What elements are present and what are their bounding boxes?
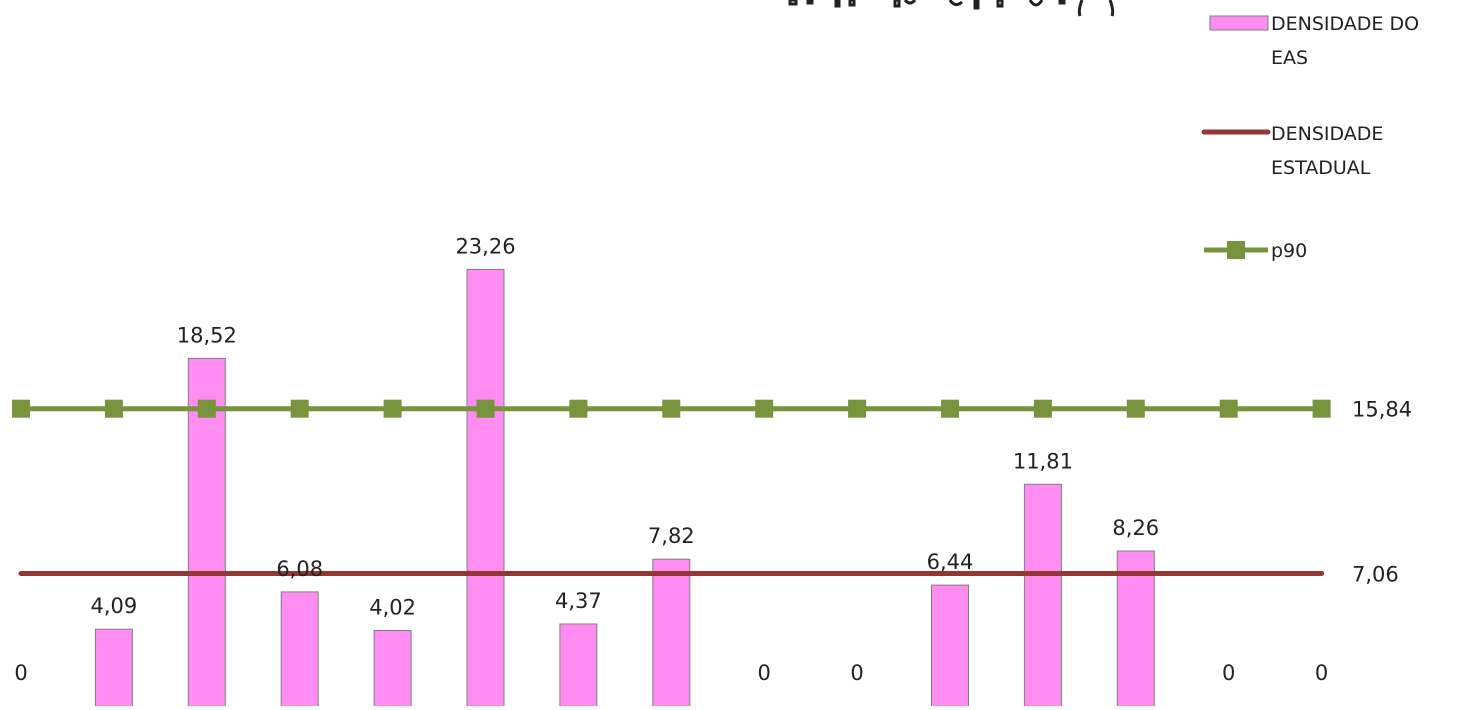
p90-marker-6 — [569, 399, 588, 418]
bar-1 — [94, 628, 133, 709]
bar-value-label-2: 18,52 — [177, 323, 237, 347]
bar-5 — [466, 268, 505, 709]
bar-6 — [559, 623, 598, 709]
bar-value-label-0: 0 — [14, 661, 27, 685]
bar-4 — [373, 630, 412, 709]
bar-value-label-10: 6,44 — [927, 550, 974, 574]
p90-marker-10 — [941, 399, 959, 418]
legend-entry-densidade-estadual: DENSIDADE ESTADUAL — [1201, 123, 1383, 179]
bar-value-label-8: 0 — [758, 661, 771, 685]
p90-marker-8 — [755, 399, 774, 418]
p90-marker-13 — [1219, 399, 1238, 418]
bar-value-label-11: 11,81 — [1013, 449, 1073, 473]
legend-label-p90: p90 — [1271, 240, 1307, 262]
cropped-title-descenders — [788, 0, 1115, 17]
bar-11 — [1023, 483, 1062, 709]
bar-value-label-3: 6,08 — [276, 557, 323, 581]
bar-value-label-14: 0 — [1315, 661, 1328, 685]
p90-value-label: 15,84 — [1352, 398, 1412, 422]
bar-12 — [1116, 550, 1155, 709]
p90-marker-5 — [476, 399, 495, 418]
legend-label-densidade-eas-line2: EAS — [1271, 47, 1308, 69]
reference-lines-layer — [12, 399, 1331, 576]
bar-value-label-5: 23,26 — [455, 234, 515, 258]
p90-marker-0 — [12, 399, 30, 418]
bars-layer — [94, 268, 1155, 709]
bar-3 — [280, 591, 319, 709]
p90-marker-12 — [1126, 399, 1145, 418]
p90-marker-11 — [1033, 399, 1052, 418]
bar-value-label-9: 0 — [850, 661, 863, 685]
p90-marker-3 — [290, 399, 309, 418]
cropped-title-fragment — [788, 0, 1115, 17]
legend: DENSIDADE DO EAS DENSIDADE ESTADUAL p90 — [1201, 13, 1419, 262]
bar-value-label-6: 4,37 — [555, 589, 602, 613]
bar-7 — [652, 558, 691, 709]
legend-swatch-bar — [1209, 15, 1269, 31]
bar-value-label-12: 8,26 — [1112, 516, 1159, 540]
legend-entry-densidade-eas: DENSIDADE DO EAS — [1209, 13, 1419, 69]
legend-entry-p90: p90 — [1204, 240, 1307, 262]
p90-marker-9 — [848, 399, 867, 418]
legend-swatch-p90-marker — [1227, 241, 1245, 259]
p90-marker-2 — [197, 399, 216, 418]
densidade-estadual-value-label: 7,06 — [1352, 563, 1399, 587]
legend-label-densidade-estadual-line1: DENSIDADE — [1271, 123, 1383, 145]
legend-label-densidade-eas-line1: DENSIDADE DO — [1271, 13, 1419, 35]
bar-value-label-1: 4,09 — [91, 594, 138, 618]
bar-value-label-7: 7,82 — [648, 524, 695, 548]
bar-value-label-13: 0 — [1222, 661, 1235, 685]
legend-label-densidade-estadual-line2: ESTADUAL — [1271, 157, 1371, 179]
p90-marker-4 — [383, 399, 402, 418]
p90-marker-14 — [1312, 399, 1331, 418]
data-labels-layer: 0 4,09 18,52 6,08 4,02 23,26 4,37 7,82 0 0 6,44 11,… — [14, 234, 1412, 685]
bar-10 — [931, 584, 969, 709]
p90-marker-7 — [662, 399, 681, 418]
p90-marker-1 — [104, 399, 123, 418]
bar-value-label-4: 4,02 — [369, 596, 416, 620]
